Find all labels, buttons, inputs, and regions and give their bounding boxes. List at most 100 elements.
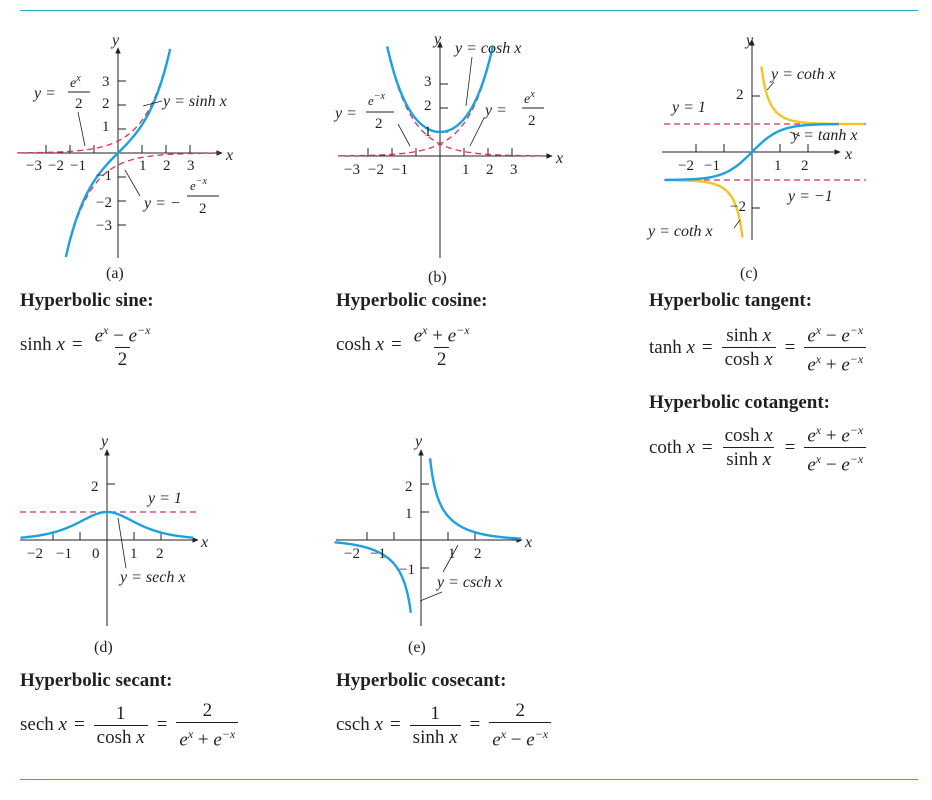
heading-csch: Hyperbolic cosecant: xyxy=(336,670,507,691)
formula-tanh-lhs: tanh x xyxy=(649,336,695,358)
panel-c-coth-pos-curve xyxy=(760,66,864,126)
formula-csch-num1: 1 xyxy=(430,702,440,724)
caption-a: (a) xyxy=(106,265,124,282)
panel-c-coth-top-leader xyxy=(766,81,775,91)
formula-cosh-den: 2 xyxy=(433,347,450,370)
formula-csch-eq2: = xyxy=(469,714,481,736)
panel-d-sech-curve xyxy=(20,510,194,539)
panel-e-x-label: x xyxy=(524,534,532,551)
panel-b-xtick-3: 3 xyxy=(510,162,518,178)
formula-csch-eq1: = xyxy=(389,714,401,736)
panel-e-xtick-2: 2 xyxy=(474,546,482,562)
panel-a-exp-pos-curve xyxy=(17,48,171,154)
panel-a-sinh-leader xyxy=(142,100,163,107)
panel-a-exp-neg-leader xyxy=(124,169,141,197)
panel-e-xtick-m1: −1 xyxy=(370,546,386,562)
formula-csch-lhs: csch x xyxy=(336,714,383,736)
panel-b-xtick-1: 1 xyxy=(462,162,470,178)
formula-sinh-lhs: sinh x xyxy=(20,334,65,356)
panel-b-exp-pos-curve xyxy=(339,47,494,157)
formula-coth-num2: ex + e−x xyxy=(807,423,864,447)
panel-a-ytick-m2: −2 xyxy=(96,195,112,211)
panel-b-ytick-3: 3 xyxy=(424,74,432,90)
formula-csch-fraction1: 1 sinh x xyxy=(409,702,461,748)
panel-c-coth-bottom-label: y = coth x xyxy=(646,223,713,240)
panel-a-ytick-2: 2 xyxy=(102,96,110,112)
panel-c-xtick-m2: −2 xyxy=(678,158,694,174)
formula-tanh: tanh x = sinh x cosh x = ex − e−x ex + e… xyxy=(649,320,868,376)
panel-a-exp-pos-num: ex​ xyxy=(70,73,81,91)
panel-a-exp-neg-den: 2 xyxy=(199,201,207,217)
panel-b-exp-neg-num: e−x​ xyxy=(368,91,386,108)
panel-a-exp-pos-prefix: y = xyxy=(32,85,56,102)
caption-b: (b) xyxy=(428,269,447,286)
formula-coth-lhs: coth x xyxy=(649,436,695,458)
panel-c-ym1-label: y = −1 xyxy=(786,188,833,205)
panel-c-tanh-curve xyxy=(665,122,839,182)
panel-a-xtick-3: 3 xyxy=(187,158,195,174)
panel-b-exp-neg-den: 2 xyxy=(375,116,383,132)
panel-b-cosh-leader xyxy=(465,56,473,107)
panel-e-csch-label: y = csch x xyxy=(435,574,502,591)
panel-d-sech-leader xyxy=(117,517,127,569)
caption-e: (e) xyxy=(408,639,426,656)
bottom-rule xyxy=(20,779,918,780)
formula-tanh-den1: cosh x xyxy=(721,347,776,370)
panel-d-xtick-0: 0 xyxy=(92,546,100,562)
formula-tanh-eq2: = xyxy=(784,336,796,358)
panel-d-xtick-m1: −1 xyxy=(56,546,72,562)
formula-tanh-num2: ex − e−x xyxy=(807,323,864,347)
formula-tanh-fraction1: sinh x cosh x xyxy=(721,325,776,370)
formula-csch-den1: sinh x xyxy=(409,724,461,748)
panel-e: y x −2 −1 1 2 2 1 −1 y = csch x xyxy=(334,433,532,626)
formula-sech-fraction2: 2 ex + e−x xyxy=(176,700,239,750)
panel-a-exp-neg-prefix: y = − xyxy=(142,195,181,212)
panel-c-x-label: x xyxy=(844,146,852,163)
formula-csch-fraction2: 2 ex − e−x xyxy=(489,700,552,750)
panel-b-exp-pos-leader xyxy=(469,117,485,147)
panel-b-xtick-m2: −2 xyxy=(368,162,384,178)
panel-b-exp-pos-den: 2 xyxy=(528,113,536,129)
formula-coth-den1: sinh x xyxy=(723,447,775,470)
panel-a-ytick-m3: −3 xyxy=(96,218,112,234)
formula-sinh-num: ex − e−x xyxy=(94,323,151,347)
formula-sech-num2: 2 xyxy=(202,700,213,721)
formula-coth-den2: ex − e−x xyxy=(804,447,867,476)
panel-a-sinh-curve xyxy=(64,48,172,258)
formula-coth-fraction2: ex + e−x ex − e−x xyxy=(804,420,867,476)
formula-sech: sech x = 1 cosh x = 2 ex + e−x xyxy=(20,700,240,750)
formula-tanh-num1: sinh x xyxy=(726,325,772,347)
panel-d-xtick-1: 1 xyxy=(130,546,138,562)
panel-b-exp-pos-prefix: y = xyxy=(483,102,507,119)
panel-a-exp-pos-leader xyxy=(77,111,86,147)
panel-c-tanh-label: y = tanh x xyxy=(790,127,857,144)
formula-csch-den2: ex − e−x xyxy=(489,722,552,750)
formula-sinh-eq: = xyxy=(71,334,83,356)
panel-d-sech-label: y = sech x xyxy=(118,569,185,586)
formula-sech-eq1: = xyxy=(73,714,85,736)
formula-sech-lhs: sech x xyxy=(20,714,67,736)
heading-cosh: Hyperbolic cosine: xyxy=(336,290,488,311)
panel-b-ytick-2: 2 xyxy=(424,98,432,114)
formula-sech-num1: 1 xyxy=(115,702,126,724)
panel-b-exp-neg-leader xyxy=(397,123,411,147)
panel-d-ytick-2: 2 xyxy=(91,479,99,495)
panel-a-xtick-2: 2 xyxy=(163,158,171,174)
panel-e-ytick-2: 2 xyxy=(405,479,413,495)
formula-coth-eq2: = xyxy=(784,436,796,458)
heading-sech: Hyperbolic secant: xyxy=(20,670,173,691)
panel-e-csch-leader-top xyxy=(442,544,459,573)
panel-c-tanh-leader xyxy=(789,131,801,137)
panel-a-exp-pos-den: 2 xyxy=(75,96,83,112)
panel-e-y-label: y xyxy=(413,433,423,450)
panel-b-ytick-1: 1 xyxy=(424,124,432,140)
formula-csch: csch x = 1 sinh x = 2 ex − e−x xyxy=(336,700,553,750)
formula-sinh-den: 2 xyxy=(114,347,131,370)
formula-coth: coth x = cosh x sinh x = ex + e−x ex − e… xyxy=(649,420,868,476)
formula-sinh: sinh x = ex − e−x 2 xyxy=(20,320,155,370)
panel-a-x-label: x xyxy=(225,147,233,164)
panel-a-exp-neg-num: e−x​ xyxy=(190,176,208,193)
formula-tanh-eq1: = xyxy=(701,336,713,358)
formula-sinh-fraction: ex − e−x 2 xyxy=(92,320,154,370)
panel-c-ytick-2: 2 xyxy=(736,87,744,103)
